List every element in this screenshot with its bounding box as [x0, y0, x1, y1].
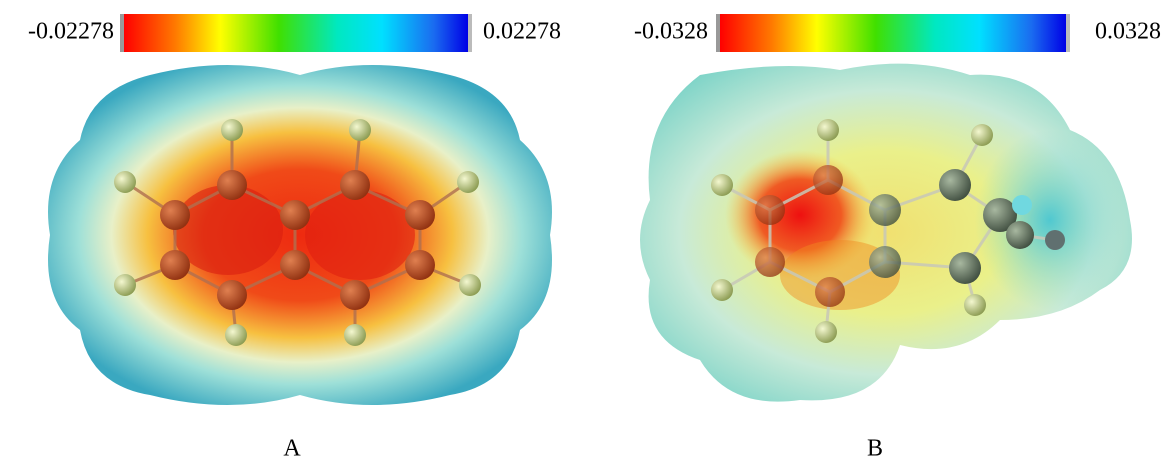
colorbar-max: 0.02278 [483, 19, 561, 45]
hot-spot [173, 185, 283, 275]
colorbar-cap [468, 14, 472, 52]
positive-region [975, 130, 1125, 310]
colorbar [124, 14, 468, 52]
hydrogen-atoms [114, 119, 481, 346]
panel-label: A [283, 436, 301, 462]
carbon-atoms [755, 165, 845, 307]
panel-label: B [867, 436, 883, 462]
colorbar-max: 0.0328 [1095, 19, 1161, 45]
colorbar-min: -0.0328 [634, 19, 708, 45]
carbon-atoms [160, 170, 435, 310]
colorbar [720, 14, 1066, 52]
hot-spot [305, 190, 415, 280]
colorbar-min: -0.02278 [28, 19, 114, 45]
molecule-a [48, 65, 552, 405]
colorbar-cap [716, 14, 720, 52]
potential-surface [48, 65, 552, 405]
ring-atoms [869, 169, 1034, 284]
colorbar-cap [120, 14, 124, 52]
colorbar-cap [1066, 14, 1070, 52]
hydrogen-atoms [711, 119, 1065, 343]
molecule-b [640, 63, 1132, 402]
